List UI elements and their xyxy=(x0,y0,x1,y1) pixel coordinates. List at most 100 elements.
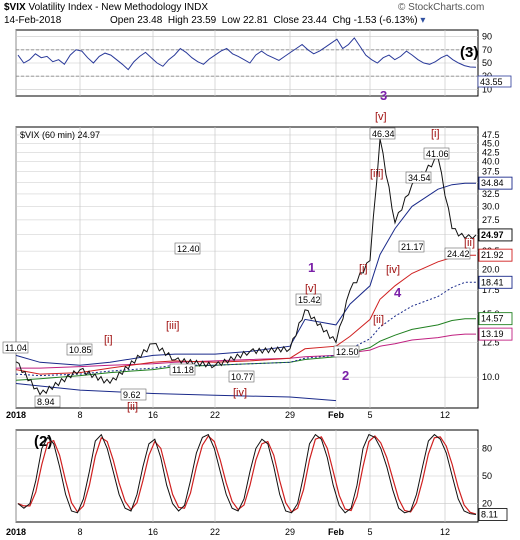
low-value: 22.81 xyxy=(242,15,268,26)
right-value-label: 13.19 xyxy=(481,329,504,339)
oscillator-signal-line xyxy=(17,435,477,515)
wave-label-red: [ii] xyxy=(127,401,138,413)
bottom-x-label: 2018 xyxy=(6,527,26,537)
lower-band-line xyxy=(15,383,337,402)
main-legend: $VIX (60 min) 24.97 xyxy=(20,130,100,140)
dotted-ma-line xyxy=(15,281,476,377)
main-tick-label: 37.5 xyxy=(482,167,500,177)
bottom-panel-tag: (2) xyxy=(34,433,52,450)
right-value-label: 18.41 xyxy=(481,277,504,287)
right-value-box xyxy=(478,275,513,289)
bottom-x-label: 16 xyxy=(148,527,158,537)
main-tick-label: 40.0 xyxy=(482,157,500,167)
bottom-x-label: 22 xyxy=(210,527,220,537)
price-label: 10.85 xyxy=(69,345,92,355)
close-value: 23.44 xyxy=(301,15,327,26)
magenta-ma-line xyxy=(16,333,476,369)
main-x-label: 22 xyxy=(210,410,220,420)
bottom-tick-label: 80 xyxy=(482,443,492,453)
wave-label-purple: 2 xyxy=(342,368,349,383)
price-label-box xyxy=(423,147,450,160)
watermark: © StockCharts.com xyxy=(398,2,485,13)
main-x-label: 16 xyxy=(148,410,158,420)
price-label-box xyxy=(444,247,471,260)
price-label: 46.34 xyxy=(372,129,395,139)
right-value-box xyxy=(478,312,513,326)
main-tick-label: 10.0 xyxy=(482,372,500,382)
right-value-label: 34.84 xyxy=(481,178,504,188)
price-label-box xyxy=(405,171,432,184)
main-tick-label: 27.5 xyxy=(482,215,500,225)
bottom-x-label: Feb xyxy=(328,527,345,537)
wave-label-red: [i] xyxy=(104,334,113,346)
right-value-box xyxy=(478,327,513,341)
price-label-box xyxy=(398,240,425,253)
price-label-box xyxy=(169,363,196,376)
top-value-box xyxy=(477,75,512,88)
price-label-box xyxy=(228,370,255,383)
main-tick-label: 30.0 xyxy=(482,201,500,211)
top-tick-label: 50 xyxy=(482,58,492,68)
price-label: 8.94 xyxy=(37,397,55,407)
price-label-box xyxy=(295,293,322,306)
price-label: 11.04 xyxy=(5,343,27,353)
open-value: 23.48 xyxy=(137,15,163,26)
wave-label-purple: 1 xyxy=(308,260,315,275)
dropdown-triangle-icon[interactable]: ▾ xyxy=(420,15,426,26)
price-label-box xyxy=(2,341,29,354)
price-label-box xyxy=(333,345,360,358)
price-label: 12.50 xyxy=(336,347,359,357)
main-tick-label: 17.5 xyxy=(482,285,500,295)
bottom-x-label: 29 xyxy=(285,527,295,537)
wave-label-red: [ii] xyxy=(373,314,384,326)
change-value: -1.53 (-6.13%) xyxy=(353,15,418,26)
wave-label-red: [v] xyxy=(375,111,387,123)
price-line xyxy=(15,138,477,396)
exchange: INDX xyxy=(184,2,209,13)
upper-band-line xyxy=(15,182,476,366)
symbol: $VIX xyxy=(4,2,26,13)
price-label-box xyxy=(369,127,396,140)
price-label: 12.40 xyxy=(177,244,200,254)
wave-label-red: [i] xyxy=(359,263,368,275)
right-value-box xyxy=(478,228,513,242)
price-label-box xyxy=(120,388,147,401)
main-panel-frame xyxy=(15,126,479,409)
price-label: 9.62 xyxy=(123,390,141,400)
top-tick-label: 90 xyxy=(482,32,492,42)
wave-label-purple: 4 xyxy=(394,285,402,300)
right-value-box xyxy=(478,176,513,190)
ohlc-readout: Open 23.48 High 23.59 Low 22.81 Close 23… xyxy=(110,15,426,26)
right-value-box xyxy=(478,248,513,262)
wave-label-red: [ii] xyxy=(464,237,475,249)
price-label: 21.17 xyxy=(401,242,424,252)
main-x-label: 5 xyxy=(367,410,372,420)
bottom-x-label: 12 xyxy=(440,527,450,537)
chart-title: $VIX Volatility Index - New Methodology … xyxy=(4,2,208,13)
price-label-box xyxy=(34,395,61,408)
main-tick-label: 32.5 xyxy=(482,189,500,199)
bottom-tick-label: 50 xyxy=(482,471,492,481)
main-tick-label: 45.0 xyxy=(482,138,500,148)
bottom-value-label: 8.11 xyxy=(481,510,498,520)
price-label: 15.42 xyxy=(298,295,321,305)
bottom-x-label: 8 xyxy=(77,527,82,537)
right-value-label: 21.92 xyxy=(481,250,504,260)
red-ma-line xyxy=(15,254,476,375)
main-x-label: Feb xyxy=(328,410,345,420)
main-x-label: 29 xyxy=(285,410,295,420)
chart-date: 14-Feb-2018 xyxy=(4,15,62,26)
oscillator-line xyxy=(17,433,477,515)
right-value-label: 24.97 xyxy=(481,230,504,240)
price-label-box xyxy=(174,242,201,255)
bottom-tick-label: 20 xyxy=(482,499,492,509)
wave-label-purple: 3 xyxy=(380,88,387,103)
main-x-label: 8 xyxy=(77,410,82,420)
top-tick-label: 70 xyxy=(482,45,492,55)
price-label: 34.54 xyxy=(408,173,431,183)
wave-label-red: [i] xyxy=(431,128,440,140)
main-tick-label: 47.5 xyxy=(482,130,500,140)
main-tick-label: 20.0 xyxy=(482,264,500,274)
